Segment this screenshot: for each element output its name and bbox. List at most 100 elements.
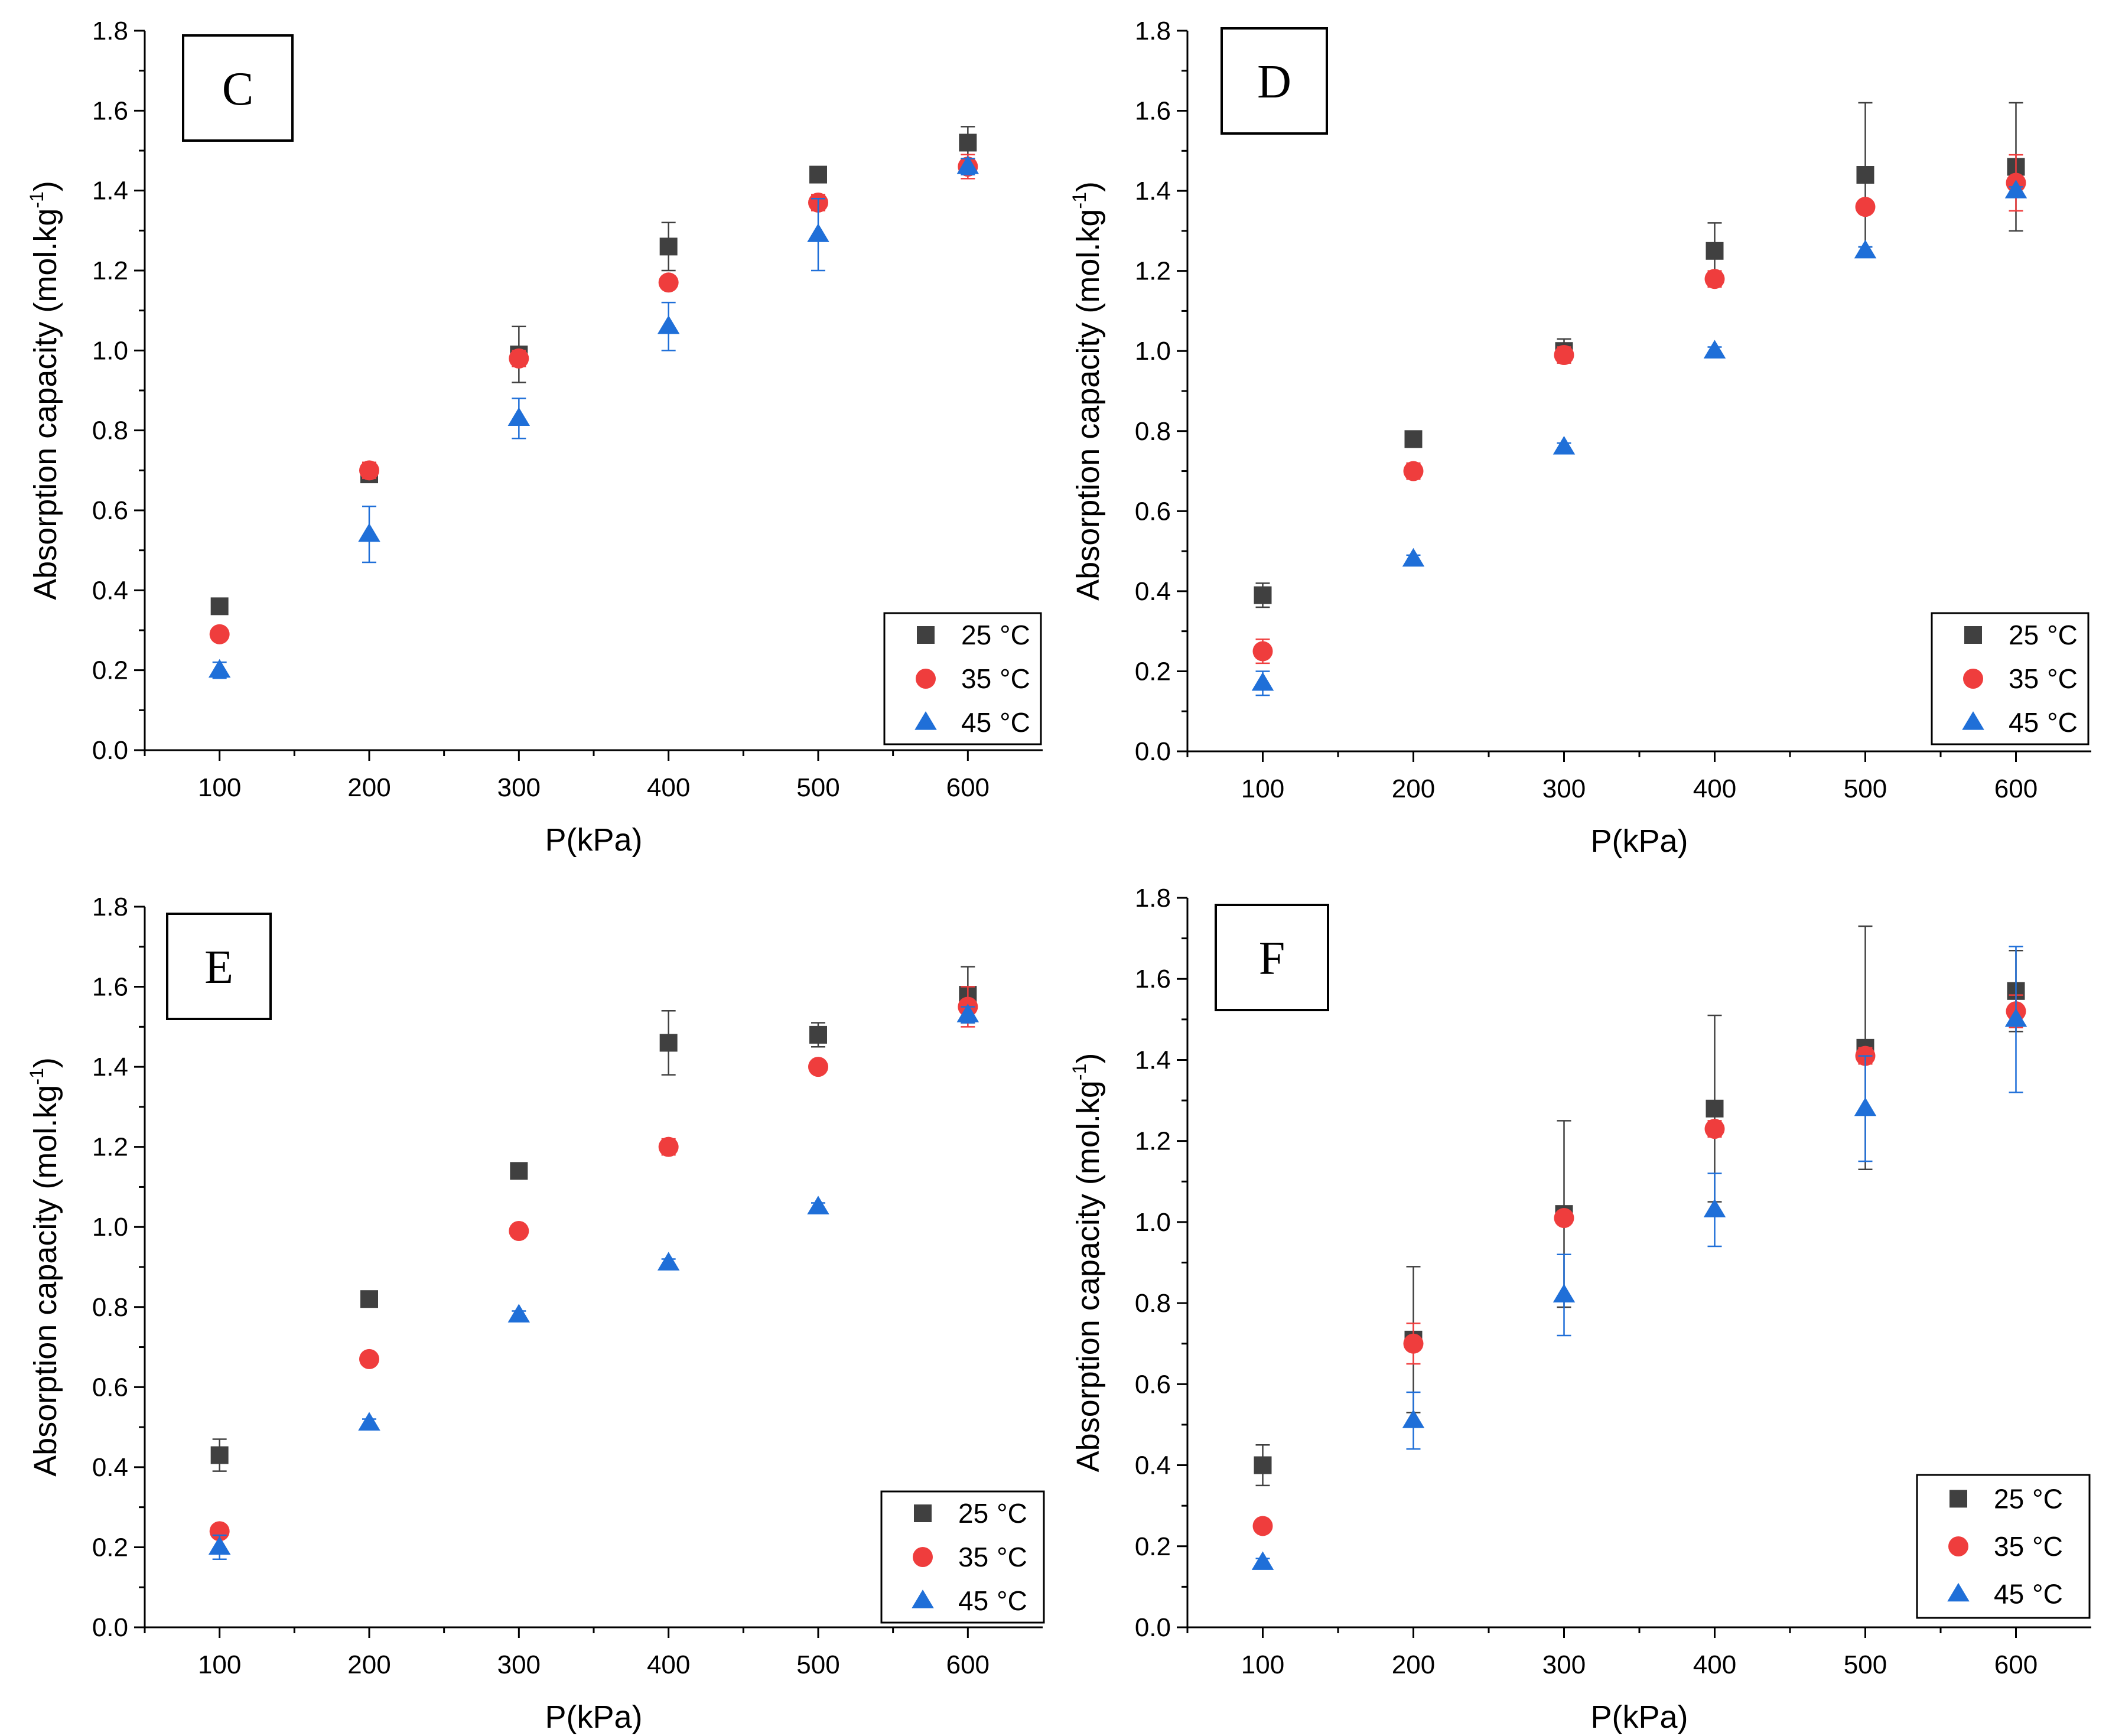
y-tick-label: 1.0: [1135, 1208, 1171, 1237]
data-point: [1402, 548, 1425, 567]
data-point: [1554, 1208, 1574, 1229]
legend-entry-temp: 25: [1994, 1483, 2024, 1514]
data-point: [1704, 269, 1725, 289]
legend-marker: [1962, 711, 1984, 730]
y-tick-label: 1.6: [1135, 97, 1171, 126]
legend-marker: [1964, 626, 1982, 644]
data-point: [510, 1162, 528, 1180]
legend-entry-unit: °C: [2047, 707, 2078, 738]
legend-entry: 25 °C: [961, 620, 1030, 650]
series-45c: [208, 1004, 979, 1561]
x-tick-label: 500: [796, 1650, 839, 1679]
data-point: [1703, 340, 1726, 359]
y-axis-title-main: Absorption capacity (mol.kg: [28, 209, 63, 600]
x-tick-label: 200: [1392, 1650, 1435, 1679]
legend-box: [880, 1490, 1045, 1624]
x-tick-label: 600: [1994, 774, 2038, 803]
legend-entry-unit: °C: [2032, 1531, 2063, 1562]
y-tick-label: 0.0: [92, 1613, 128, 1642]
legend-entry-unit: °C: [997, 1542, 1027, 1572]
data-point: [509, 1221, 529, 1241]
legend: 25 °C 35 °C 45 °C: [880, 1490, 1045, 1624]
data-point: [507, 407, 530, 426]
series-45c: [208, 155, 979, 679]
y-tick-label: 0.6: [1135, 1370, 1171, 1399]
legend-marker: [914, 1504, 932, 1522]
legend-entry-unit: °C: [997, 1585, 1027, 1616]
y-tick-label: 0.6: [1135, 497, 1171, 526]
legend-entry: 35 °C: [958, 1542, 1027, 1572]
x-tick-label: 100: [1241, 1650, 1284, 1679]
legend-box: [883, 612, 1042, 745]
legend-marker: [914, 711, 937, 730]
legend-marker: [917, 626, 935, 644]
chart-panel-c: 0.0 0.2 0.4 0.6 0.8 1.0 1.2 1.4 1.6 1.8 100 200 300 4…: [26, 17, 1043, 858]
data-point: [1404, 430, 1423, 448]
data-point: [1251, 1551, 1274, 1570]
legend: 25 °C 35 °C 45 °C: [1916, 1474, 2091, 1619]
legend-entry-temp: 35: [1994, 1531, 2024, 1562]
data-point: [358, 1412, 380, 1431]
data-point: [1403, 1333, 1424, 1354]
series-45c: [1251, 946, 2027, 1570]
series-25c: [1254, 102, 2025, 608]
y-tick-label: 1.8: [92, 17, 128, 45]
y-axis-title: Absorption capacity (mol.kg-1): [26, 1057, 63, 1477]
y-axis-title-exponent: -1: [26, 191, 47, 208]
y-tick-label: 0.2: [92, 1533, 128, 1562]
chart-panel-d: 0.0 0.2 0.4 0.6 0.8 1.0 1.2 1.4 1.6 1.8 100 200 300 4…: [1069, 17, 2091, 859]
data-point: [208, 659, 231, 678]
legend-entry: 35 °C: [1994, 1531, 2063, 1562]
series-25c: [210, 966, 977, 1472]
data-point: [1251, 672, 1274, 691]
legend-entry-temp: 45: [958, 1585, 988, 1616]
x-tick-label: 200: [1392, 774, 1435, 803]
data-point: [956, 1004, 979, 1022]
x-axis-title: P(kPa): [1590, 1699, 1688, 1735]
legend-entry: 25 °C: [2009, 620, 2078, 650]
data-point: [210, 597, 229, 615]
y-tick-label: 1.6: [1135, 965, 1171, 994]
series-45c: [1251, 180, 2027, 696]
y-tick-label: 1.0: [92, 1213, 128, 1242]
panel-label-box: [182, 34, 294, 142]
chart-panel-e: 0.0 0.2 0.4 0.6 0.8 1.0 1.2 1.4 1.6 1.8 100 200 300 4…: [26, 893, 1045, 1735]
legend-entry-unit: °C: [2047, 663, 2078, 694]
y-axis-title-main: Absorption capacity (mol.kg: [1070, 1080, 1106, 1472]
data-point: [657, 1252, 680, 1271]
legend-marker: [912, 1590, 934, 1608]
legend-entry: 25 °C: [1994, 1483, 2063, 1514]
y-axis-title: Absorption capacity (mol.kg-1): [1069, 1053, 1106, 1473]
data-point: [360, 1290, 378, 1308]
data-point: [509, 348, 529, 369]
legend-entry: 25 °C: [958, 1498, 1027, 1529]
legend-entry-temp: 35: [958, 1542, 988, 1572]
x-tick-label: 100: [198, 773, 241, 802]
y-tick-label: 1.2: [92, 256, 128, 285]
data-point: [657, 315, 680, 334]
x-tick-label: 100: [198, 1650, 241, 1679]
data-point: [1706, 1099, 1724, 1118]
y-tick-label: 0.6: [92, 496, 128, 525]
x-tick-label: 400: [1693, 774, 1736, 803]
x-axis-title: P(kPa): [545, 1699, 642, 1735]
legend-entry: 35 °C: [2009, 663, 2078, 694]
x-tick-label: 300: [497, 1650, 541, 1679]
data-point: [658, 1136, 679, 1157]
x-tick-label: 600: [1994, 1650, 2038, 1679]
legend-entry-unit: °C: [1000, 663, 1030, 694]
y-axis-title-close: ): [28, 1057, 63, 1068]
data-point: [1706, 242, 1724, 260]
y-tick-label: 1.4: [92, 1053, 128, 1082]
y-axis-title-close: ): [1070, 181, 1106, 192]
panel-label: C: [222, 63, 253, 115]
y-tick-label: 0.8: [92, 1293, 128, 1322]
data-point: [1402, 1409, 1425, 1428]
y-tick-label: 0.4: [92, 1453, 128, 1482]
panel-label-box: [1215, 904, 1329, 1011]
data-point: [1254, 1456, 1272, 1474]
y-axis-title-exponent: -1: [1069, 192, 1090, 209]
legend-marker: [1949, 1490, 1967, 1508]
data-point: [1854, 239, 1877, 259]
